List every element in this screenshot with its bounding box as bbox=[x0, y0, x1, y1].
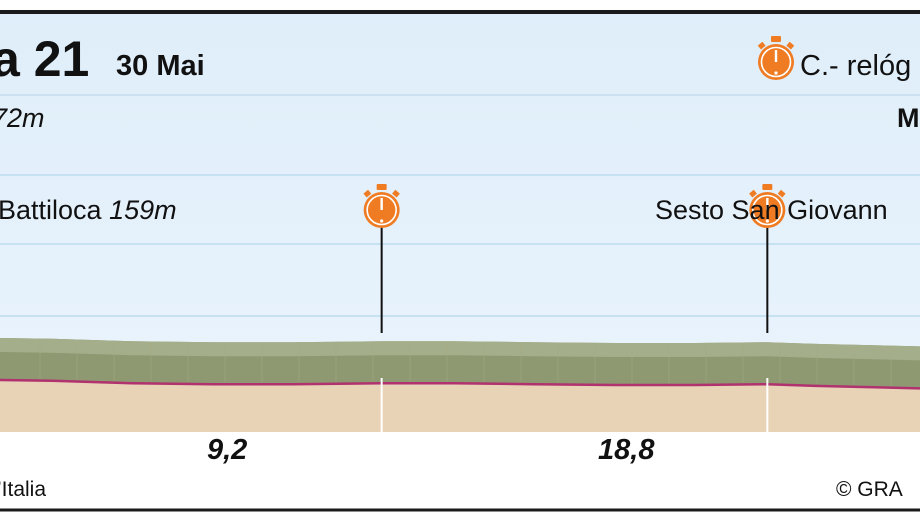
checkpoint-name: Battiloca bbox=[0, 195, 102, 225]
checkpoints bbox=[363, 184, 786, 333]
source-text: ’Italia bbox=[0, 478, 47, 501]
ground-area bbox=[0, 380, 920, 432]
start-altitude: 72m bbox=[0, 103, 45, 133]
finish-label: M bbox=[897, 103, 920, 133]
stopwatch-icon bbox=[757, 36, 795, 80]
x-tick-label: 9,2 bbox=[207, 434, 248, 466]
km-ticks bbox=[380, 378, 769, 432]
stopwatch-icon bbox=[749, 184, 786, 228]
terrain bbox=[0, 338, 920, 432]
credit-text: © GRA bbox=[836, 478, 903, 501]
stopwatch-icon bbox=[363, 184, 400, 228]
checkpoint-altitude: 159m bbox=[109, 195, 177, 225]
stage-date: 30 Mai bbox=[116, 50, 205, 82]
legend-label: C.- relóg bbox=[800, 50, 912, 82]
checkpoint-name: Sesto San Giovann bbox=[655, 195, 888, 225]
x-tick-label: 18,8 bbox=[598, 434, 655, 466]
checkpoint-label: Sesto San Giovann bbox=[655, 195, 888, 226]
legend bbox=[757, 36, 795, 80]
terrain-top bbox=[0, 338, 920, 361]
stage-title: a 21 bbox=[0, 31, 90, 87]
checkpoint-label: Battiloca 159m bbox=[0, 195, 177, 226]
